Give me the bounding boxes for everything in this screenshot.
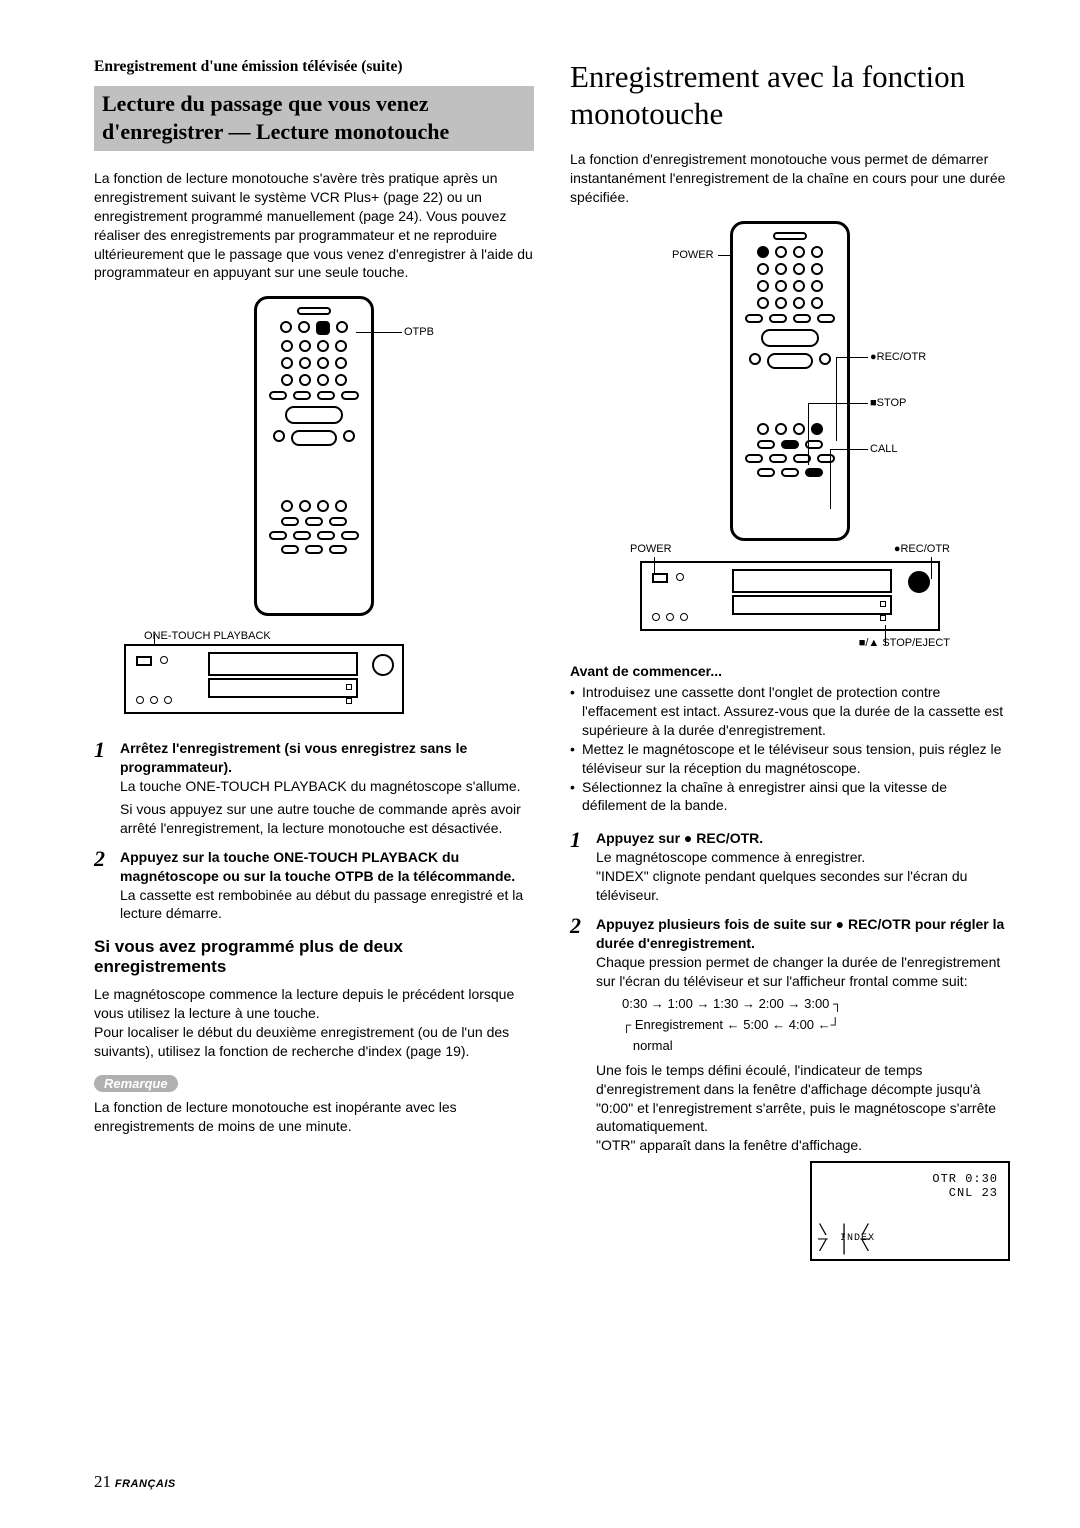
power-label: POWER [672, 249, 714, 261]
chain-bottom: Enregistrement ← 5:00 ← 4:00 ← [635, 1017, 831, 1032]
vcr-diagram-left: ONE-TOUCH PLAYBACK [124, 630, 534, 719]
bullet-3: Sélectionnez la chaîne à enregistrer ain… [582, 778, 1010, 816]
page-columns: Enregistrement d'une émission télévisée … [94, 58, 1010, 1271]
lead-line [356, 332, 402, 333]
step-number: 2 [94, 844, 120, 924]
continuation-line: Enregistrement d'une émission télévisée … [94, 58, 534, 76]
r-step1-title: Appuyez sur ● REC/OTR. [596, 829, 1010, 848]
chain-top: 0:30 → 1:00 → 1:30 → 2:00 → 3:00 [622, 996, 829, 1011]
right-step-2: 2 Appuyez plusieurs fois de suite sur ● … [570, 915, 1010, 1261]
right-section-heading: Enregistrement avec la fonction monotouc… [570, 58, 1010, 132]
bullet-list: •Introduisez une cassette dont l'onglet … [570, 683, 1010, 815]
left-step-2: 2 Appuyez sur la touche ONE-TOUCH PLAYBA… [94, 848, 534, 924]
stop-label: ■STOP [870, 397, 906, 409]
otpb-label: OTPB [404, 326, 434, 338]
display-index: INDEX [840, 1232, 875, 1246]
remote-outline-right [730, 221, 850, 541]
remarque-badge: Remarque [94, 1075, 178, 1092]
right-step-1: 1 Appuyez sur ● REC/OTR. Le magnétoscope… [570, 829, 1010, 905]
step-number: 1 [94, 735, 120, 837]
step1-body-b: Si vous appuyez sur une autre touche de … [120, 800, 534, 838]
left-column: Enregistrement d'une émission télévisée … [94, 58, 534, 1271]
left-step-1: 1 Arrêtez l'enregistrement (si vous enre… [94, 739, 534, 837]
left-sub-body: Le magnétoscope commence la lecture depu… [94, 985, 534, 1061]
step-number: 2 [570, 911, 596, 1261]
rec-otr-label: ●REC/OTR [870, 351, 926, 363]
stop-eject-label: ■/▲ STOP/EJECT [859, 637, 950, 649]
step1-title: Arrêtez l'enregistrement (si vous enregi… [120, 739, 534, 777]
chain-normal: normal [633, 1038, 673, 1053]
r-step1-body: Le magnétoscope commence à enregistrer. … [596, 848, 1010, 905]
left-subheading: Si vous avez programmé plus de deux enre… [94, 937, 534, 977]
vcr-diagram-right: POWER ●REC/OTR ■/▲ STOP/EJECT [630, 547, 950, 631]
display-box: OTR 0:30 CNL 23 \ | /— —/ | \ INDEX [810, 1161, 1010, 1261]
r-step2-title: Appuyez plusieurs fois de suite sur ● RE… [596, 915, 1010, 953]
page-footer: 21 FRANÇAIS [94, 1472, 176, 1492]
step2-body: La cassette est rembobinée au début du p… [120, 886, 534, 924]
call-label: CALL [870, 443, 898, 455]
remarque-body: La fonction de lecture monotouche est in… [94, 1098, 534, 1136]
page-number: 21 [94, 1472, 111, 1491]
remote-diagram-right: POWER ●REC/OTR [570, 221, 1010, 541]
rec-otr-vcr-label: ●REC/OTR [894, 543, 950, 555]
left-intro: La fonction de lecture monotouche s'avèr… [94, 169, 534, 282]
time-chain: 0:30 → 1:00 → 1:30 → 2:00 → 3:00 ┐ ┌ Enr… [622, 994, 1010, 1056]
page-language: FRANÇAIS [115, 1478, 176, 1490]
display-line2: CNL 23 [949, 1185, 998, 1201]
power-vcr-label: POWER [630, 543, 672, 555]
vcr-outline [124, 644, 404, 714]
r-step2-body1: Chaque pression permet de changer la dur… [596, 953, 1010, 991]
right-intro: La fonction d'enregistrement monotouche … [570, 150, 1010, 207]
right-column: Enregistrement avec la fonction monotouc… [570, 58, 1010, 1271]
bullet-1: Introduisez une cassette dont l'onglet d… [582, 683, 1010, 740]
step-number: 1 [570, 825, 596, 905]
r-step2-body2: Une fois le temps défini écoulé, l'indic… [596, 1061, 1010, 1155]
vcr-outline-right [640, 561, 940, 631]
bullet-2: Mettez le magnétoscope et le téléviseur … [582, 740, 1010, 778]
remote-diagram-left: OTPB [94, 296, 534, 616]
before-start-heading: Avant de commencer... [570, 663, 1010, 679]
left-section-heading: Lecture du passage que vous venez d'enre… [94, 86, 534, 151]
step2-title: Appuyez sur la touche ONE-TOUCH PLAYBACK… [120, 848, 534, 886]
otpb-caption: ONE-TOUCH PLAYBACK [144, 630, 534, 642]
remote-outline [254, 296, 374, 616]
step1-body-a: La touche ONE-TOUCH PLAYBACK du magnétos… [120, 777, 534, 796]
